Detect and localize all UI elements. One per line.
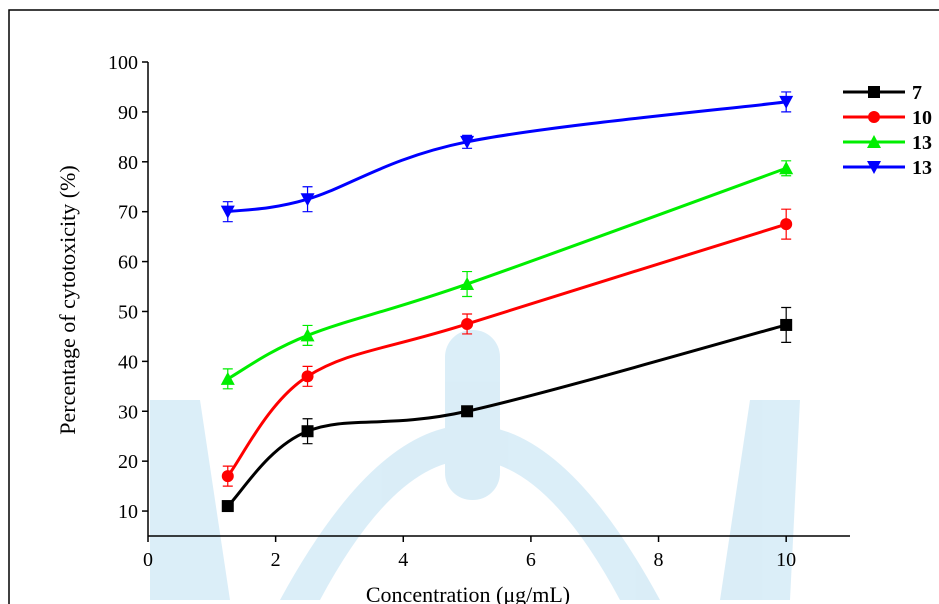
x-tick-label: 10 <box>776 549 796 571</box>
legend-label: 13 <box>912 132 932 154</box>
marker <box>222 500 234 512</box>
marker <box>868 86 880 98</box>
y-tick-label: 40 <box>118 351 138 373</box>
y-tick-label: 90 <box>118 102 138 124</box>
x-tick-label: 2 <box>271 549 281 571</box>
x-tick-label: 8 <box>654 549 664 571</box>
chart: Percentage of cytotoxicity (%) Concentra… <box>0 0 939 604</box>
marker <box>222 470 234 482</box>
marker <box>302 370 314 382</box>
y-axis-label: Percentage of cytotoxicity (%) <box>55 165 80 434</box>
marker <box>868 111 880 123</box>
marker <box>780 319 792 331</box>
series-line <box>228 325 786 506</box>
y-tick-label: 70 <box>118 202 138 224</box>
marker <box>461 318 473 330</box>
y-tick-label: 30 <box>118 401 138 423</box>
marker <box>461 405 473 417</box>
marker <box>221 372 235 385</box>
y-tick-label: 60 <box>118 252 138 274</box>
y-tick-label: 10 <box>118 501 138 523</box>
marker <box>302 425 314 437</box>
page: {"chart_data": {"type": "line", "x_label… <box>0 0 939 604</box>
x-tick-label: 4 <box>398 549 408 571</box>
x-tick-label: 6 <box>526 549 536 571</box>
marker <box>780 218 792 230</box>
y-tick-label: 100 <box>108 52 138 74</box>
y-tick-label: 20 <box>118 451 138 473</box>
y-tick-label: 80 <box>118 152 138 174</box>
legend-label: 10 <box>912 107 932 129</box>
x-tick-label: 0 <box>143 549 153 571</box>
legend-label: 7 <box>912 82 922 104</box>
x-axis-label: Concentration (μg/mL) <box>366 582 570 604</box>
y-tick-label: 50 <box>118 301 138 323</box>
legend-label: 13 <box>912 157 932 179</box>
marker <box>779 161 793 174</box>
watermark <box>150 330 800 600</box>
